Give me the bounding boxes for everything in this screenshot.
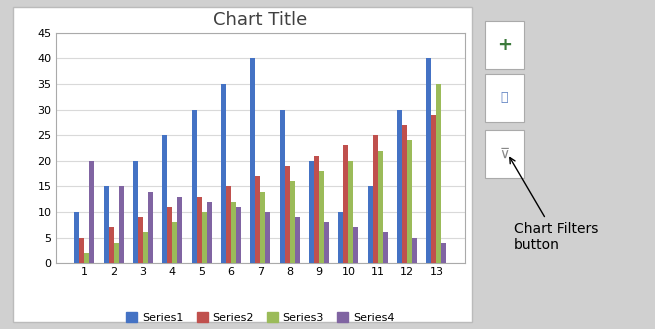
Bar: [265, 212, 271, 263]
Bar: [290, 181, 295, 263]
Bar: [426, 59, 432, 263]
Bar: [109, 227, 113, 263]
Bar: [172, 222, 178, 263]
Bar: [148, 191, 153, 263]
FancyBboxPatch shape: [485, 130, 524, 178]
Bar: [84, 253, 89, 263]
Text: Chart Filters
button: Chart Filters button: [510, 158, 599, 252]
Bar: [192, 110, 196, 263]
Bar: [309, 161, 314, 263]
Bar: [285, 166, 290, 263]
Bar: [79, 238, 84, 263]
Bar: [167, 207, 172, 263]
Bar: [162, 135, 167, 263]
Bar: [221, 84, 226, 263]
Text: 🖌: 🖌: [500, 91, 508, 104]
Bar: [231, 202, 236, 263]
Bar: [432, 115, 436, 263]
Bar: [378, 151, 383, 263]
Bar: [354, 227, 358, 263]
Bar: [206, 202, 212, 263]
Bar: [236, 207, 241, 263]
Bar: [373, 135, 378, 263]
Title: Chart Title: Chart Title: [214, 11, 307, 29]
Bar: [441, 243, 447, 263]
Bar: [280, 110, 285, 263]
Bar: [103, 187, 109, 263]
Bar: [255, 176, 261, 263]
Bar: [250, 59, 255, 263]
Text: ⊽: ⊽: [499, 147, 510, 161]
Bar: [261, 191, 265, 263]
Bar: [89, 161, 94, 263]
Bar: [226, 187, 231, 263]
Bar: [319, 171, 324, 263]
Bar: [324, 222, 329, 263]
FancyBboxPatch shape: [485, 21, 524, 69]
Bar: [343, 145, 348, 263]
Text: +: +: [497, 36, 512, 54]
Bar: [196, 197, 202, 263]
Bar: [407, 140, 412, 263]
Bar: [348, 161, 354, 263]
Bar: [383, 233, 388, 263]
Bar: [202, 212, 206, 263]
Bar: [113, 243, 119, 263]
Bar: [314, 156, 319, 263]
Bar: [412, 238, 417, 263]
Legend: Series1, Series2, Series3, Series4: Series1, Series2, Series3, Series4: [122, 308, 399, 327]
Bar: [436, 84, 441, 263]
FancyBboxPatch shape: [485, 74, 524, 122]
Bar: [339, 212, 343, 263]
Bar: [178, 197, 182, 263]
Bar: [143, 233, 148, 263]
Bar: [119, 187, 124, 263]
Bar: [74, 212, 79, 263]
Bar: [368, 187, 373, 263]
Bar: [138, 217, 143, 263]
Bar: [402, 125, 407, 263]
Bar: [295, 217, 300, 263]
Bar: [133, 161, 138, 263]
Bar: [397, 110, 402, 263]
